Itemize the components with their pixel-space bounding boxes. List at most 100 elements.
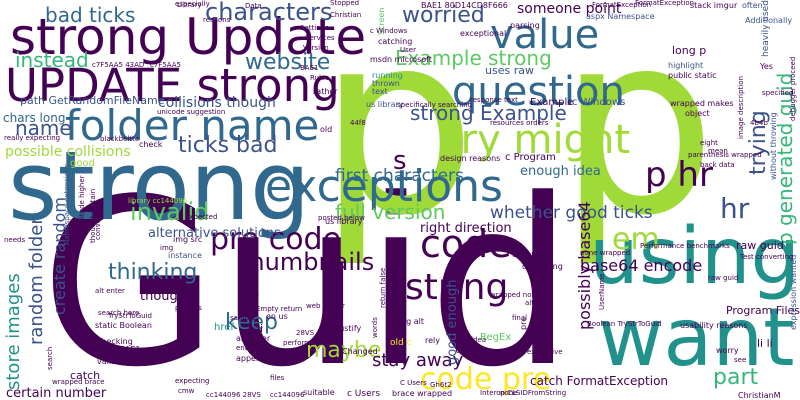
cloud-word: highlight — [668, 61, 704, 70]
cloud-word: FormatException — [635, 0, 695, 7]
cloud-word: image description — [737, 76, 745, 139]
cloud-word: response text — [470, 96, 518, 104]
cloud-word: string — [405, 267, 509, 308]
cloud-word: long p — [672, 44, 707, 57]
cloud-word: Boolean TryStrToGuid — [587, 320, 662, 328]
cloud-word: first characters — [335, 166, 464, 186]
cloud-word: pre — [519, 316, 528, 330]
cloud-word: ChristianM — [738, 391, 781, 400]
cloud-word: strong — [8, 132, 311, 242]
cloud-word: c7F5AA5 — [150, 61, 182, 69]
cloud-word: web server — [306, 302, 345, 310]
cloud-word: without throwing — [769, 112, 778, 180]
cloud-word: wrapped makes — [670, 99, 734, 108]
cloud-word: eight — [700, 139, 718, 147]
cloud-word: checking — [97, 337, 133, 346]
cloud-word: value — [490, 12, 600, 58]
cloud-word: someone point — [517, 1, 622, 17]
cloud-word: Services — [305, 34, 335, 42]
cloud-word: Performance benchmarks — [640, 242, 730, 250]
cloud-word: UserName — [512, 251, 549, 259]
cloud-word: store images — [3, 273, 24, 390]
cloud-word: catching — [378, 37, 413, 46]
cloud-word: rely — [425, 336, 440, 345]
cloud-word: possibly base64 — [575, 201, 594, 330]
cloud-word: us library — [366, 100, 404, 109]
cloud-word: chars long — [3, 111, 66, 125]
cloud-word: UserName — [598, 273, 606, 310]
cloud-word: expecting — [175, 377, 210, 385]
cloud-word: Program Files — [725, 304, 800, 317]
cloud-word: maybe — [306, 338, 382, 363]
cloud-word: magnitude higher — [78, 175, 86, 238]
cloud-word: 43F8 BAE1 — [97, 345, 141, 354]
cloud-word: href — [214, 322, 234, 333]
cloud-word: old — [320, 125, 333, 134]
cloud-word: check — [139, 140, 163, 149]
cloud-word: really expecting — [4, 134, 61, 142]
cloud-word: em — [612, 222, 660, 257]
cloud-word: appending — [236, 354, 279, 363]
cloud-word: using — [589, 212, 800, 302]
cloud-word: msdn microsoft — [370, 55, 432, 64]
cloud-word: public static — [668, 71, 717, 80]
cloud-word: c Users — [347, 389, 381, 399]
cloud-word: Stopped — [330, 0, 360, 7]
cloud-word: design reasons — [440, 154, 501, 163]
cloud-word: process — [175, 304, 202, 312]
cloud-word: expression wanted — [789, 254, 798, 330]
cloud-word: thinking — [108, 260, 198, 285]
cloud-word: path GetRandomFileName — [20, 94, 165, 107]
cloud-word: worried — [402, 3, 485, 28]
cloud-word: see — [734, 356, 747, 364]
cloud-word: 44f8 — [350, 119, 366, 127]
cloud-word: possible collisions — [5, 144, 131, 160]
cloud-word: Empty return — [256, 305, 303, 313]
cloud-word: words — [371, 317, 379, 338]
cloud-word: raw guid — [736, 239, 784, 252]
cloud-word: 4b4b — [750, 119, 768, 127]
cloud-word: Additionally — [745, 16, 793, 25]
cloud-word: bad ticks — [45, 3, 136, 27]
cloud-word: img — [160, 244, 174, 252]
cloud-word: Gh6t2 — [430, 381, 452, 389]
cloud-word: alt enter — [236, 334, 271, 343]
cloud-word: Version — [303, 44, 329, 52]
cloud-word: 28VS aspx — [296, 329, 333, 337]
cloud-word: specified — [762, 89, 794, 97]
cloud-word: alternative solutions — [148, 226, 281, 241]
cloud-word: name — [15, 116, 72, 140]
cloud-word: thumbnails — [240, 248, 375, 276]
cloud-word: hr — [720, 192, 750, 225]
cloud-word: heavily used — [761, 0, 771, 57]
cloud-word: static Boolean — [95, 321, 152, 330]
cloud-word: none — [500, 389, 518, 397]
cloud-word: alt enter — [95, 287, 125, 295]
cloud-word: c Windows — [572, 97, 626, 108]
cloud-word: part — [713, 365, 759, 390]
cloud-word: parsing — [510, 21, 540, 30]
cloud-word: instance — [168, 251, 202, 260]
cloud-word: us library — [325, 217, 363, 226]
cloud-word: question — [452, 69, 625, 115]
cloud-word: keep — [225, 310, 278, 335]
cloud-word: Data — [245, 2, 262, 10]
cloud-word: expensive — [527, 348, 563, 356]
cloud-word: Rules — [310, 74, 329, 82]
cloud-word: c Program — [505, 152, 556, 163]
cloud-word: idea — [471, 336, 486, 344]
cloud-word: li li — [757, 337, 773, 350]
cloud-word: stack imgur — [690, 1, 738, 10]
cloud-word: BAE1 — [300, 64, 319, 72]
cloud-word: back data — [700, 161, 735, 169]
cloud-word: s — [393, 146, 407, 176]
cloud-word: c Windows — [370, 27, 408, 35]
cloud-word: rather — [313, 87, 338, 96]
cloud-word: exceptional — [460, 29, 507, 38]
cloud-word: usability reasons — [680, 321, 748, 330]
cloud-word: Christian — [330, 11, 362, 19]
cloud-word: base64 encode — [580, 256, 703, 275]
cloud-word: Interop CLSIDFromString — [480, 389, 567, 397]
cloud-word: debugger proceed — [789, 56, 797, 121]
cloud-word: alt — [525, 299, 534, 307]
